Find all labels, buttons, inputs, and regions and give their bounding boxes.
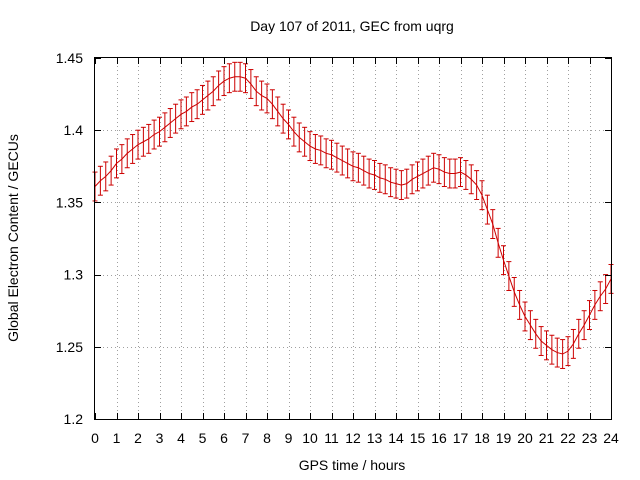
x-tick-label: 11: [324, 430, 339, 446]
x-tick-label: 3: [156, 430, 164, 446]
y-axis-title: Global Electron Content / GECUs: [5, 134, 21, 342]
x-tick-label: 24: [603, 430, 619, 446]
x-tick-label: 23: [582, 430, 598, 446]
x-tick-label: 21: [539, 430, 555, 446]
x-tick-label: 0: [91, 430, 99, 446]
x-tick-label: 7: [242, 430, 250, 446]
plot-frame: [94, 57, 612, 420]
y-tick-label: 1.35: [56, 194, 83, 210]
x-tick-label: 5: [199, 430, 207, 446]
x-tick-label: 4: [177, 430, 185, 446]
x-tick-label: 16: [431, 430, 447, 446]
x-tick-label: 12: [345, 430, 361, 446]
x-tick-label: 14: [388, 430, 404, 446]
chart-title: Day 107 of 2011, GEC from uqrg: [250, 18, 454, 34]
x-tick-label: 17: [453, 430, 469, 446]
series-gec: [92, 61, 614, 369]
x-axis-title: GPS time / hours: [299, 457, 406, 473]
y-tick-label: 1.4: [64, 122, 84, 138]
x-tick-label: 2: [134, 430, 142, 446]
y-tick-label: 1.25: [56, 339, 83, 355]
x-tick-label: 1: [113, 430, 121, 446]
x-tick-label: 8: [263, 430, 271, 446]
axes: 0 1 2 3 4 5 6 7 8 9 10 11 12 13 14 15 16 17 18 19 20 21 22 23 24…: [56, 50, 619, 446]
x-tick-label: 15: [410, 430, 426, 446]
x-tick-label: 19: [496, 430, 512, 446]
x-tick-label: 22: [560, 430, 576, 446]
x-tick-label: 10: [302, 430, 318, 446]
series-line: [94, 76, 612, 355]
x-tick-label: 6: [220, 430, 228, 446]
x-tick-label: 18: [474, 430, 490, 446]
x-tick-label: 9: [285, 430, 293, 446]
x-tick-label: 20: [517, 430, 533, 446]
data-series: [92, 61, 614, 369]
y-tick-label: 1.45: [56, 50, 83, 66]
y-tick-label: 1.2: [64, 411, 84, 427]
y-tick-label: 1.3: [64, 267, 84, 283]
x-tick-label: 13: [367, 430, 383, 446]
